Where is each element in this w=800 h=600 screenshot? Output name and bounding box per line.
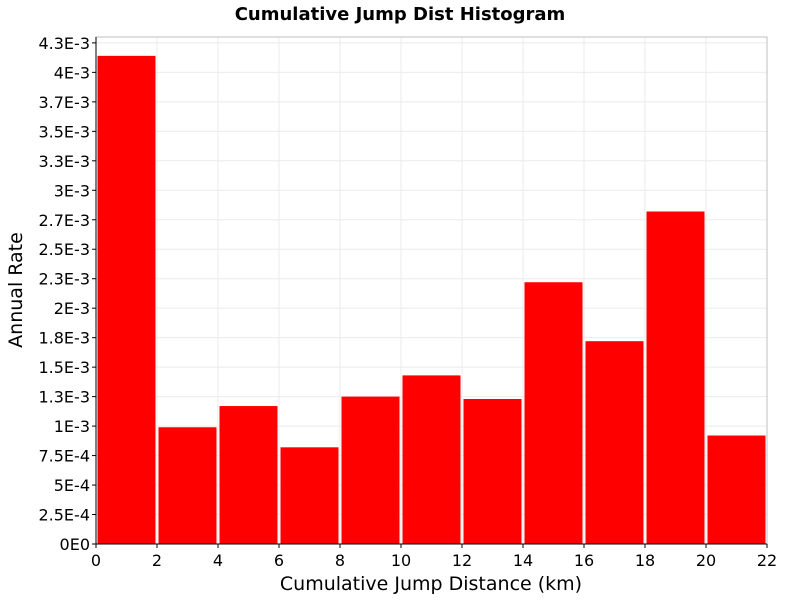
axes (95, 37, 767, 545)
y-tick-label: 2.7E-3 (38, 211, 90, 230)
y-tick-label: 3.7E-3 (38, 93, 90, 112)
y-tick-label: 0E0 (60, 535, 90, 554)
x-tick-label: 8 (335, 551, 345, 570)
x-tick-label: 14 (513, 551, 533, 570)
y-tick-label: 3E-3 (54, 181, 90, 200)
histogram-bar (402, 375, 461, 544)
y-tick-label: 1.3E-3 (38, 388, 90, 407)
y-axis-label: Annual Rate (5, 232, 27, 348)
y-tick-label: 1E-3 (54, 417, 90, 436)
histogram-bar (158, 427, 217, 544)
x-tick-label: 18 (635, 551, 655, 570)
x-axis-label: Cumulative Jump Distance (km) (280, 573, 582, 595)
y-tick-label: 2.5E-4 (38, 506, 90, 525)
x-axis-ticks: 0 2 4 6 8 10 12 14 16 18 20 22 (91, 544, 777, 570)
y-tick-label: 4.3E-3 (38, 34, 90, 53)
y-tick-label: 2.3E-3 (38, 270, 90, 289)
histogram-bar (524, 282, 583, 544)
x-tick-label: 4 (213, 551, 223, 570)
bars (97, 55, 766, 545)
x-tick-label: 22 (757, 551, 777, 570)
histogram-bar (707, 435, 766, 544)
chart-title: Cumulative Jump Dist Histogram (235, 4, 566, 25)
histogram-bar (97, 55, 156, 545)
histogram-bar (646, 211, 705, 544)
x-tick-label: 6 (274, 551, 284, 570)
histogram-bar (219, 406, 278, 544)
x-tick-label: 10 (391, 551, 411, 570)
y-tick-label: 4E-3 (54, 63, 90, 82)
y-tick-label: 5E-4 (54, 476, 90, 495)
y-axis-ticks: 0E0 2.5E-4 5E-4 7.5E-4 1E-3 1.3E-3 1.5E-3 1.8E-… (38, 34, 96, 554)
histogram-bar (280, 447, 339, 544)
x-tick-label: 0 (91, 551, 101, 570)
x-tick-label: 16 (574, 551, 594, 570)
histogram-bar (463, 398, 522, 544)
x-tick-label: 20 (696, 551, 716, 570)
y-tick-label: 2E-3 (54, 299, 90, 318)
histogram-bar (341, 396, 400, 544)
x-tick-label: 2 (152, 551, 162, 570)
x-tick-label: 12 (452, 551, 472, 570)
y-tick-label: 2.5E-3 (38, 240, 90, 259)
y-tick-label: 3.3E-3 (38, 152, 90, 171)
y-tick-label: 1.5E-3 (38, 358, 90, 377)
y-tick-label: 3.5E-3 (38, 122, 90, 141)
y-tick-label: 1.8E-3 (38, 329, 90, 348)
histogram-bar (585, 341, 644, 544)
y-tick-label: 7.5E-4 (38, 447, 90, 466)
